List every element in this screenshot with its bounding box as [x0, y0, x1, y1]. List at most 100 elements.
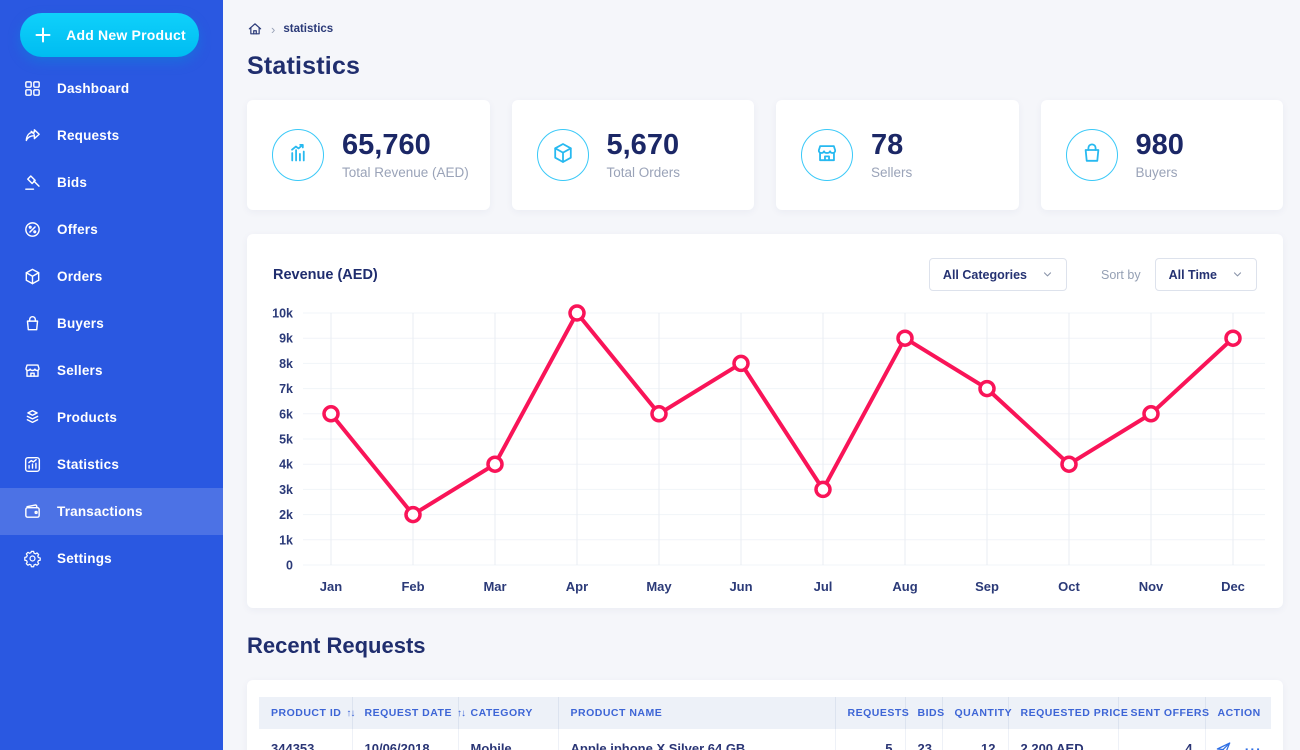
column-label: PRODUCT NAME	[570, 707, 663, 719]
sidebar-item-buyers[interactable]: Buyers	[0, 300, 223, 347]
main-content: › statistics Statistics 65,760 Total Reve…	[223, 0, 1300, 750]
sidebar-item-label: Orders	[57, 269, 103, 284]
chart-body: 0 1k 2k 3k 4k 5k 6k 7k 8k 9k 10k Jan Feb Mar Apr May Jun…	[247, 299, 1283, 604]
sidebar-item-requests[interactable]: Requests	[0, 112, 223, 159]
cell-requested-price: 2,200 AED	[1008, 729, 1119, 750]
column-header-action: ACTION	[1205, 697, 1271, 729]
cell-action: ···	[1205, 729, 1271, 750]
stat-label: Buyers	[1135, 165, 1178, 181]
sort-icon[interactable]: ↑↓	[456, 708, 466, 719]
buyers-icon	[22, 314, 42, 333]
sidebar-item-transactions[interactable]: Transactions	[0, 488, 223, 535]
cell-product-id: 344353	[259, 729, 353, 750]
cell-bids: 23	[905, 729, 943, 750]
column-label: BIDS	[917, 707, 945, 719]
svg-text:7k: 7k	[279, 382, 293, 396]
sidebar-item-label: Statistics	[57, 457, 120, 472]
ellipsis-icon[interactable]: ···	[1244, 740, 1262, 750]
sidebar-item-label: Sellers	[57, 363, 103, 378]
column-label: REQUESTS	[847, 707, 910, 719]
breadcrumb-separator: ›	[271, 21, 276, 37]
chart-title: Revenue (AED)	[273, 266, 378, 283]
sidebar-item-label: Transactions	[57, 504, 143, 519]
dashboard-icon	[22, 79, 42, 98]
column-header-quantity: QUANTITY	[942, 697, 1012, 729]
home-icon[interactable]	[247, 21, 263, 37]
stat-card-text: 65,760 Total Revenue (AED)	[342, 129, 469, 181]
svg-text:May: May	[646, 579, 672, 594]
send-icon[interactable]	[1215, 740, 1232, 750]
table-row: 344353 10/06/2018 Mobile Apple iphone X Sil…	[259, 729, 1271, 750]
revenue-chart-panel: Revenue (AED) All Categories Sort by All…	[247, 234, 1283, 608]
sidebar-item-products[interactable]: Products	[0, 394, 223, 441]
sidebar-item-offers[interactable]: Offers	[0, 206, 223, 253]
bag-icon	[1080, 141, 1104, 170]
column-label: CATEGORY	[470, 707, 533, 719]
transactions-icon	[22, 502, 42, 521]
sidebar-item-bids[interactable]: Bids	[0, 159, 223, 206]
stat-label: Sellers	[871, 165, 913, 181]
sidebar-item-label: Bids	[57, 175, 88, 190]
stat-icon-circle	[272, 129, 324, 181]
svg-text:Jan: Jan	[320, 579, 342, 594]
recent-requests-panel: PRODUCT ID ↑↓ REQUEST DATE ↑↓ CATEGORY PRODUC…	[247, 680, 1283, 750]
chart-panel-header: Revenue (AED) All Categories Sort by All…	[247, 234, 1283, 299]
svg-text:5k: 5k	[279, 433, 293, 447]
svg-text:Apr: Apr	[566, 579, 588, 594]
column-label: REQUESTED PRICE	[1020, 707, 1129, 719]
stat-card-sellers: 78 Sellers	[776, 100, 1019, 210]
stat-icon-circle	[801, 129, 853, 181]
sidebar-item-statistics[interactable]: Statistics	[0, 441, 223, 488]
bids-icon	[22, 173, 42, 192]
sidebar-item-label: Products	[57, 410, 118, 425]
sidebar-item-label: Buyers	[57, 316, 104, 331]
column-label: QUANTITY	[954, 707, 1013, 719]
revenue-chart-icon	[286, 141, 310, 170]
svg-text:6k: 6k	[279, 407, 293, 421]
svg-text:9k: 9k	[279, 332, 293, 346]
orders-icon	[22, 267, 42, 286]
sidebar-item-label: Requests	[57, 128, 120, 143]
svg-text:4k: 4k	[279, 458, 293, 472]
stat-card-text: 78 Sellers	[871, 129, 913, 181]
column-header-bids: BIDS	[905, 697, 945, 729]
sidebar-item-orders[interactable]: Orders	[0, 253, 223, 300]
store-icon	[815, 141, 839, 170]
add-new-product-button[interactable]: Add New Product	[20, 13, 199, 57]
chevron-down-icon	[1042, 269, 1053, 280]
column-header-request-date[interactable]: REQUEST DATE ↑↓	[352, 697, 466, 729]
svg-text:Oct: Oct	[1058, 579, 1080, 594]
table-header-row: PRODUCT ID ↑↓ REQUEST DATE ↑↓ CATEGORY PRODUC…	[259, 697, 1271, 729]
time-filter-dropdown[interactable]: All Time	[1154, 258, 1257, 291]
offers-icon	[22, 220, 42, 239]
sidebar: Add New Product Dashboard Requests Bids Off…	[0, 0, 223, 750]
column-header-requests: REQUESTS	[835, 697, 909, 729]
svg-text:2k: 2k	[279, 508, 293, 522]
cell-category: Mobile	[458, 729, 559, 750]
svg-text:0: 0	[286, 559, 293, 573]
column-header-product-id[interactable]: PRODUCT ID ↑↓	[259, 697, 355, 729]
sidebar-item-settings[interactable]: Settings	[0, 535, 223, 582]
settings-icon	[22, 549, 42, 568]
sort-icon[interactable]: ↑↓	[346, 708, 355, 719]
cell-requests: 5	[835, 729, 906, 750]
cell-product-name: Apple iphone X Silver 64 GB	[558, 729, 836, 750]
cell-sent-offers: 4	[1118, 729, 1206, 750]
sidebar-item-sellers[interactable]: Sellers	[0, 347, 223, 394]
cell-request-date: 10/06/2018	[352, 729, 459, 750]
sidebar-item-label: Dashboard	[57, 81, 130, 96]
breadcrumb-current[interactable]: statistics	[283, 23, 334, 35]
column-header-product-name: PRODUCT NAME	[558, 697, 836, 729]
stat-label: Total Revenue (AED)	[342, 165, 469, 181]
svg-text:Feb: Feb	[401, 579, 424, 594]
svg-text:Jun: Jun	[729, 579, 752, 594]
svg-text:1k: 1k	[279, 533, 293, 547]
stat-card-total-revenue-aed: 65,760 Total Revenue (AED)	[247, 100, 490, 210]
recent-requests-title: Recent Requests	[247, 633, 426, 658]
sidebar-item-dashboard[interactable]: Dashboard	[0, 65, 223, 112]
category-filter-dropdown[interactable]: All Categories	[928, 258, 1067, 291]
svg-text:Dec: Dec	[1221, 579, 1245, 594]
column-label: PRODUCT ID	[271, 707, 342, 719]
svg-text:Nov: Nov	[1139, 579, 1164, 594]
sort-by-label: Sort by	[1100, 267, 1141, 282]
